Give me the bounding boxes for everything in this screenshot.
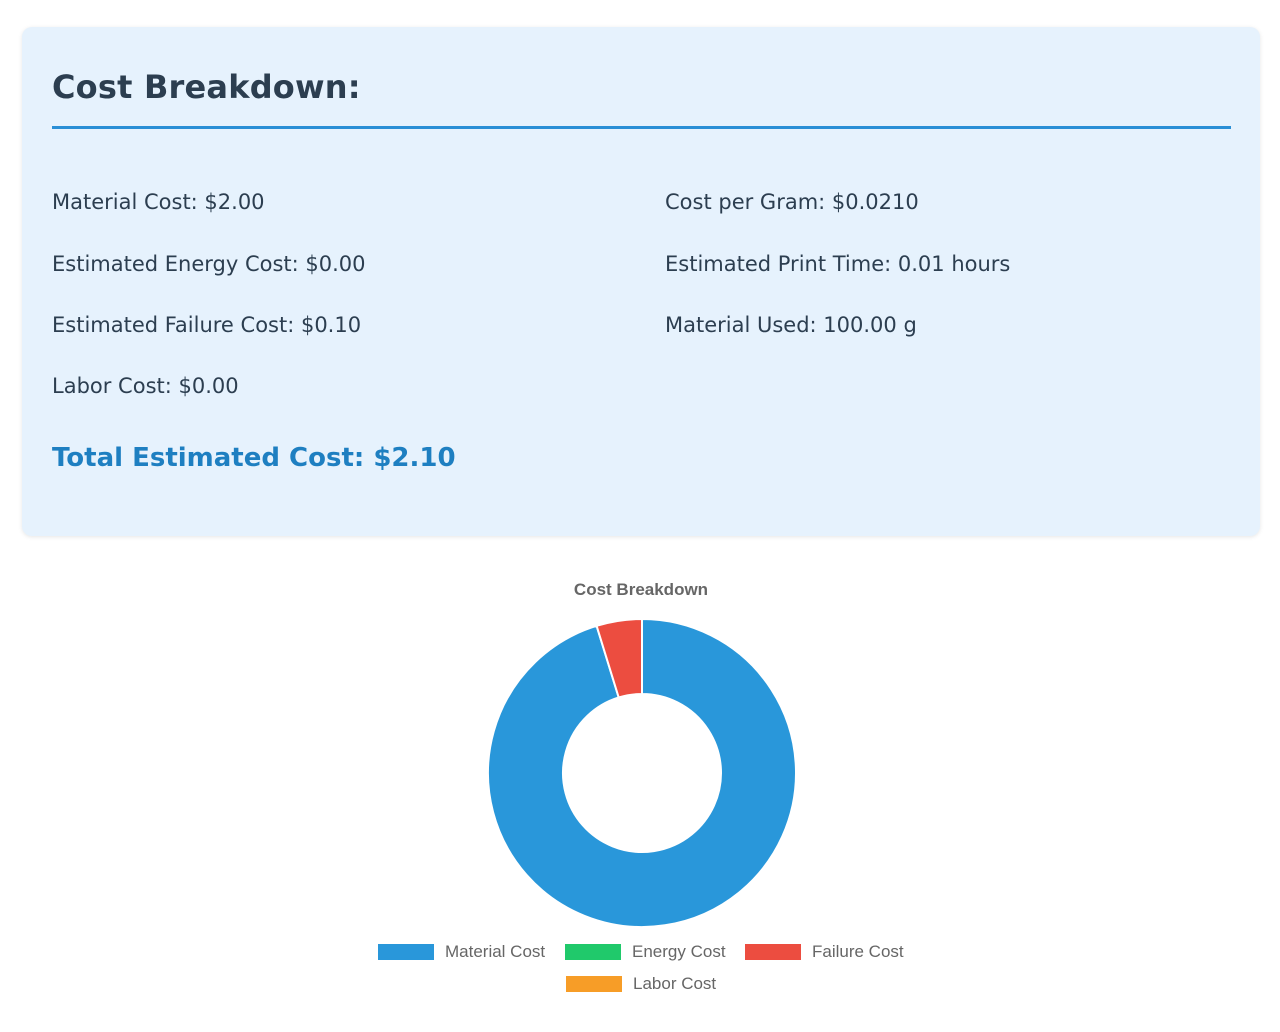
legend-swatch-labor [566,976,622,992]
cost-summary-card: Cost Breakdown: Material Cost: $2.00 Est… [22,27,1260,536]
chart-title: Cost Breakdown [573,580,709,599]
legend-swatch-failure [745,944,801,960]
legend-label: Labor Cost [633,974,717,993]
legend-item-labor-cost[interactable]: Labor Cost [566,973,716,995]
cost-breakdown-chart: Cost Breakdown Material Cost Energy Cost… [0,560,1280,1020]
failure-cost-text: Estimated Failure Cost: $0.10 [52,313,362,337]
print-time-text: Estimated Print Time: 0.01 hours [665,252,1011,276]
material-used-text: Material Used: 100.00 g [665,313,917,337]
legend-item-failure-cost[interactable]: Failure Cost [745,941,904,963]
labor-cost-text: Labor Cost: $0.00 [52,374,239,398]
material-cost-text: Material Cost: $2.00 [52,190,265,214]
legend-swatch-energy [565,944,621,960]
total-estimated-cost: Total Estimated Cost: $2.10 [52,443,456,473]
donut-slice-failure-cost[interactable] [595,617,643,699]
legend-item-material-cost[interactable]: Material Cost [378,941,545,963]
legend-item-energy-cost[interactable]: Energy Cost [565,941,726,963]
title-divider [52,126,1231,129]
legend-label: Failure Cost [812,942,904,961]
donut-chart [487,617,797,928]
energy-cost-text: Estimated Energy Cost: $0.00 [52,252,366,276]
donut-slice-material-cost[interactable] [487,617,797,928]
cost-per-gram-text: Cost per Gram: $0.0210 [665,190,919,214]
summary-title: Cost Breakdown: [52,68,361,106]
legend-label: Material Cost [445,942,546,961]
legend-label: Energy Cost [632,942,726,961]
legend-swatch-material [378,944,434,960]
